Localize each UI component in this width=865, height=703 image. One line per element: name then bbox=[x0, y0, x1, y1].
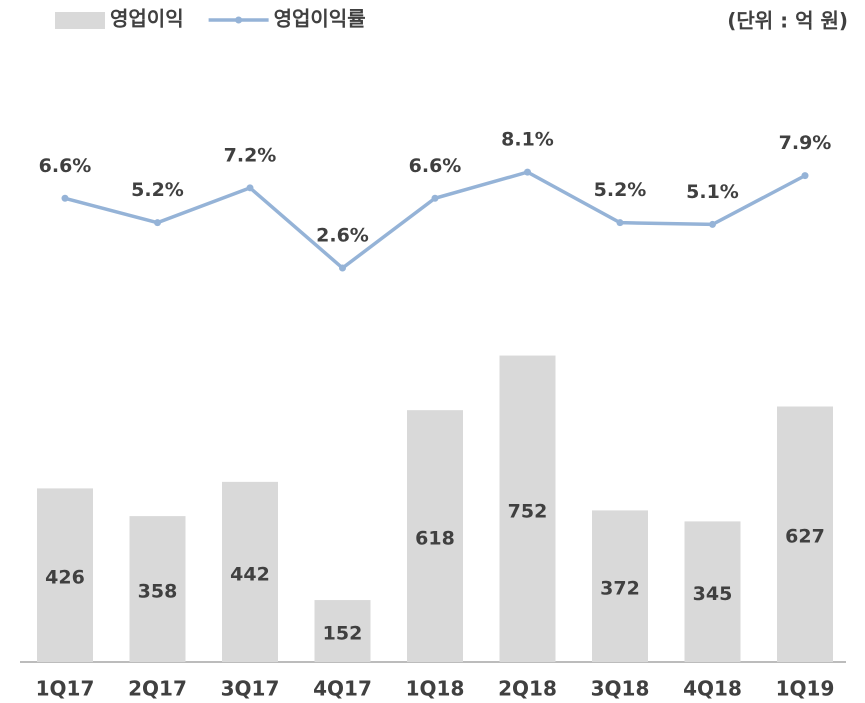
bar-label: 358 bbox=[138, 581, 178, 603]
bar bbox=[777, 406, 833, 662]
x-tick-label: 4Q17 bbox=[313, 677, 372, 701]
bar-label: 442 bbox=[230, 563, 270, 585]
bar bbox=[684, 521, 741, 662]
bar bbox=[407, 410, 463, 662]
unit-note: (단위 : 억 원) bbox=[727, 9, 848, 33]
x-tick-label: 1Q17 bbox=[36, 677, 95, 701]
line-point bbox=[154, 219, 161, 227]
bar bbox=[314, 600, 371, 662]
bar bbox=[592, 510, 648, 662]
legend-swatch bbox=[235, 16, 243, 24]
bar bbox=[129, 516, 186, 662]
bar-label: 152 bbox=[323, 623, 363, 645]
bar bbox=[222, 481, 278, 662]
x-tick-label: 1Q19 bbox=[776, 677, 835, 701]
bar bbox=[499, 355, 556, 662]
line-label: 6.6% bbox=[409, 155, 462, 177]
line-label: 7.9% bbox=[779, 132, 832, 154]
bar-label: 752 bbox=[508, 500, 548, 522]
legend-label: 영업이익률 bbox=[274, 7, 366, 31]
line-point bbox=[709, 220, 716, 228]
line-label: 5.2% bbox=[594, 179, 647, 201]
line-label: 5.1% bbox=[686, 181, 739, 203]
x-tick-label: 3Q18 bbox=[591, 677, 650, 701]
line-label: 2.6% bbox=[316, 225, 369, 247]
line-point bbox=[61, 194, 69, 202]
bar-label: 426 bbox=[45, 567, 85, 589]
line-point bbox=[616, 219, 624, 227]
x-tick-label: 4Q18 bbox=[683, 677, 742, 701]
line-point bbox=[246, 184, 254, 192]
line-label: 8.1% bbox=[501, 129, 554, 151]
x-tick-label: 3Q17 bbox=[221, 677, 280, 701]
legend-swatch bbox=[55, 12, 105, 29]
x-tick-label: 2Q18 bbox=[498, 677, 557, 701]
x-tick-label: 1Q18 bbox=[406, 677, 465, 701]
legend-label: 영업이익 bbox=[110, 7, 184, 31]
bar-label: 618 bbox=[415, 528, 455, 550]
bar-label: 345 bbox=[693, 583, 733, 605]
line-label: 7.2% bbox=[224, 144, 277, 166]
x-tick-label: 2Q17 bbox=[128, 677, 187, 701]
bar-label: 372 bbox=[600, 578, 640, 600]
line-point bbox=[801, 172, 809, 180]
bar bbox=[37, 488, 93, 662]
line-point bbox=[339, 264, 346, 272]
line-label: 5.2% bbox=[131, 179, 184, 201]
line-label: 6.6% bbox=[39, 155, 92, 177]
line-point bbox=[431, 194, 439, 202]
line-point bbox=[524, 168, 531, 176]
bar-label: 627 bbox=[785, 526, 825, 548]
